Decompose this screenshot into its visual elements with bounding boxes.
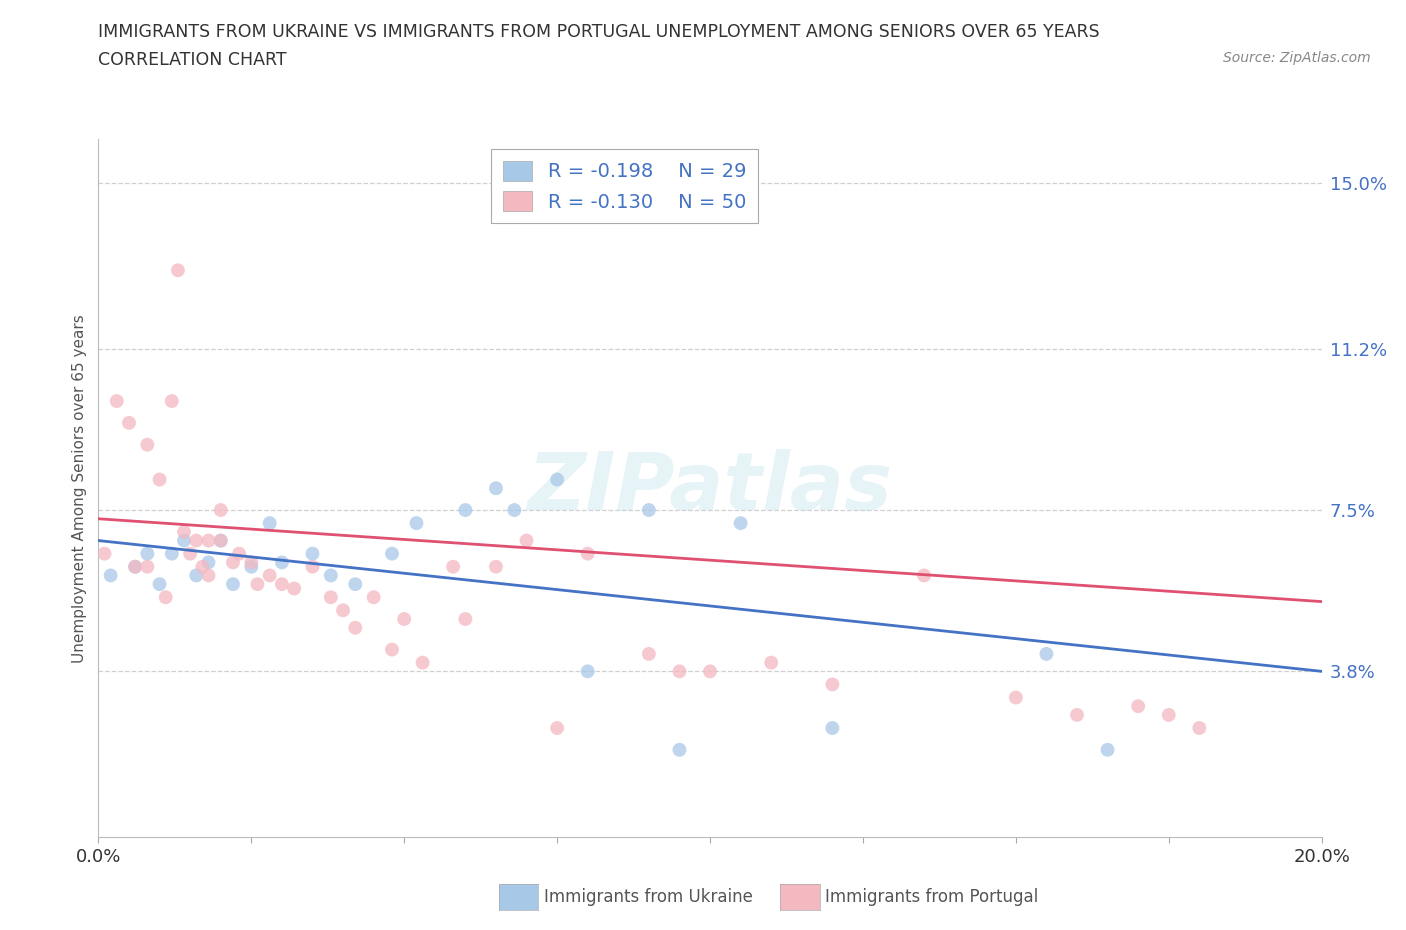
Point xyxy=(124,559,146,574)
Point xyxy=(209,533,232,548)
Legend: R = -0.198    N = 29, R = -0.130    N = 50: R = -0.198 N = 29, R = -0.130 N = 50 xyxy=(491,149,758,223)
Point xyxy=(209,502,232,517)
Text: IMMIGRANTS FROM UKRAINE VS IMMIGRANTS FROM PORTUGAL UNEMPLOYMENT AMONG SENIORS O: IMMIGRANTS FROM UKRAINE VS IMMIGRANTS FR… xyxy=(98,23,1099,41)
Point xyxy=(1035,646,1057,661)
Point xyxy=(155,590,177,604)
Y-axis label: Unemployment Among Seniors over 65 years: Unemployment Among Seniors over 65 years xyxy=(72,314,87,662)
Point xyxy=(100,568,122,583)
Point xyxy=(381,546,404,561)
Point xyxy=(412,656,434,671)
Point xyxy=(228,546,250,561)
Point xyxy=(160,546,183,561)
Point xyxy=(136,559,159,574)
Text: Immigrants from Ukraine: Immigrants from Ukraine xyxy=(544,887,754,906)
Point xyxy=(441,559,464,574)
Point xyxy=(546,472,568,487)
Text: Source: ZipAtlas.com: Source: ZipAtlas.com xyxy=(1223,51,1371,65)
Point xyxy=(173,533,195,548)
Point xyxy=(332,603,354,618)
Point xyxy=(186,568,208,583)
Point xyxy=(1157,708,1180,723)
Point xyxy=(381,642,404,657)
Point xyxy=(699,664,721,679)
Point xyxy=(191,559,214,574)
Point xyxy=(93,546,115,561)
Point xyxy=(240,559,263,574)
Point xyxy=(149,472,172,487)
Point xyxy=(301,546,323,561)
Point xyxy=(319,590,342,604)
Point xyxy=(136,546,159,561)
Point xyxy=(392,612,416,627)
Text: CORRELATION CHART: CORRELATION CHART xyxy=(98,51,287,69)
Point xyxy=(405,515,427,530)
Point xyxy=(197,568,219,583)
Point xyxy=(546,721,568,736)
Point xyxy=(197,555,219,570)
Point xyxy=(344,577,367,591)
Point xyxy=(576,664,599,679)
Point xyxy=(637,646,661,661)
Point xyxy=(576,546,599,561)
Point xyxy=(503,502,526,517)
Point xyxy=(912,568,935,583)
Point xyxy=(1097,742,1119,757)
Text: ZIPatlas: ZIPatlas xyxy=(527,449,893,527)
Point xyxy=(319,568,342,583)
Point xyxy=(516,533,538,548)
Point xyxy=(179,546,201,561)
Point xyxy=(167,263,190,278)
Point xyxy=(1004,690,1026,705)
Point xyxy=(222,555,245,570)
Point xyxy=(1066,708,1088,723)
Point xyxy=(259,515,281,530)
Point xyxy=(363,590,385,604)
Point xyxy=(105,393,128,408)
Point xyxy=(730,515,752,530)
Point xyxy=(454,502,477,517)
Point xyxy=(209,533,232,548)
Point xyxy=(222,577,245,591)
Point xyxy=(160,393,183,408)
Point xyxy=(637,502,661,517)
Point xyxy=(1128,698,1150,713)
Point xyxy=(485,481,508,496)
Point xyxy=(259,568,281,583)
Point xyxy=(821,721,844,736)
Point xyxy=(186,533,208,548)
Point xyxy=(668,664,690,679)
Point xyxy=(149,577,172,591)
Point xyxy=(668,742,690,757)
Point xyxy=(197,533,219,548)
Point xyxy=(270,555,292,570)
Point xyxy=(136,437,159,452)
Point xyxy=(301,559,323,574)
Point xyxy=(454,612,477,627)
Point xyxy=(1188,721,1211,736)
Point xyxy=(118,416,141,431)
Point xyxy=(344,620,367,635)
Point xyxy=(246,577,269,591)
Point xyxy=(759,656,782,671)
Point xyxy=(124,559,146,574)
Text: Immigrants from Portugal: Immigrants from Portugal xyxy=(825,887,1039,906)
Point xyxy=(485,559,508,574)
Point xyxy=(270,577,292,591)
Point xyxy=(240,555,263,570)
Point xyxy=(173,525,195,539)
Point xyxy=(821,677,844,692)
Point xyxy=(283,581,305,596)
